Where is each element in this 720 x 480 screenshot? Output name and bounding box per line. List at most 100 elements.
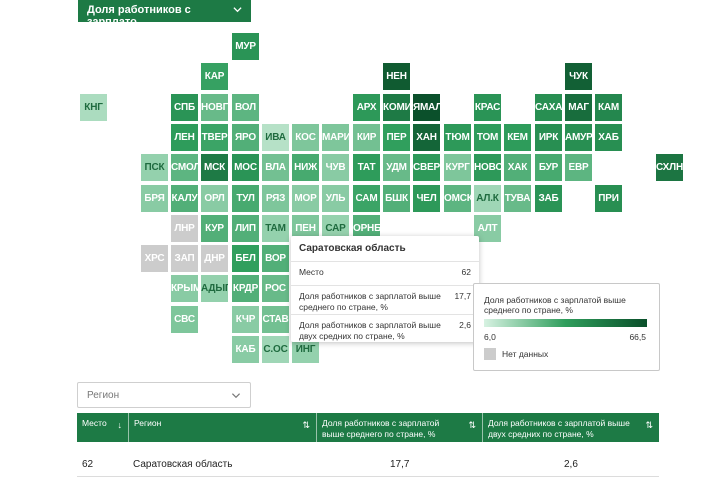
- region-tile[interactable]: МОС: [232, 154, 259, 181]
- region-tile[interactable]: БШК: [383, 185, 410, 212]
- region-tile[interactable]: МАГ: [565, 94, 592, 121]
- region-tile[interactable]: ВОЛ: [232, 94, 259, 121]
- region-tile[interactable]: ЕВР: [565, 154, 592, 181]
- region-tile[interactable]: ТАМ: [262, 215, 289, 242]
- region-tile[interactable]: БЕЛ: [232, 245, 259, 272]
- region-tile[interactable]: ТАТ: [353, 154, 380, 181]
- region-tile[interactable]: КАБ: [232, 336, 259, 363]
- region-tile[interactable]: КАМ: [595, 94, 622, 121]
- region-tile[interactable]: МУР: [232, 33, 259, 60]
- region-tile[interactable]: АДЫГ: [201, 275, 228, 302]
- legend-min: 6,0: [484, 332, 496, 342]
- region-tile[interactable]: С.ОС: [262, 336, 289, 363]
- region-tile[interactable]: НОВО: [474, 154, 501, 181]
- region-tile[interactable]: ТУЛ: [232, 185, 259, 212]
- region-tile[interactable]: КУРГ: [444, 154, 471, 181]
- region-tile[interactable]: ВЛА: [262, 154, 289, 181]
- region-tile[interactable]: ТЮМ: [444, 124, 471, 151]
- region-tile[interactable]: ИВА: [262, 124, 289, 151]
- region-tile[interactable]: КАР: [201, 63, 228, 90]
- region-tile[interactable]: КАЛУ: [171, 185, 198, 212]
- no-data-swatch: [484, 348, 496, 360]
- region-tile[interactable]: ОМСК: [444, 185, 471, 212]
- region-tile[interactable]: ХАК: [504, 154, 531, 181]
- region-tile[interactable]: МОР: [292, 185, 319, 212]
- region-tile[interactable]: СМОЛ: [171, 154, 198, 181]
- region-tile[interactable]: МСК: [201, 154, 228, 181]
- region-tile[interactable]: ЯМАЛ: [413, 94, 440, 121]
- region-tile[interactable]: ТУВА: [504, 185, 531, 212]
- tooltip-label: Место: [299, 267, 324, 277]
- region-tile[interactable]: КЕМ: [504, 124, 531, 151]
- tooltip-title: Саратовская область: [299, 243, 406, 254]
- region-tile[interactable]: ЯРО: [232, 124, 259, 151]
- region-tile[interactable]: УДМ: [383, 154, 410, 181]
- metric-dropdown-label: Доля работников с зарплато...: [87, 4, 191, 28]
- region-tile[interactable]: ВОР: [262, 245, 289, 272]
- region-select-placeholder: Регион: [87, 390, 120, 401]
- region-tile[interactable]: КРДР: [232, 275, 259, 302]
- region-tile[interactable]: СПБ: [171, 94, 198, 121]
- region-tile[interactable]: КОМИ: [383, 94, 410, 121]
- region-tile[interactable]: ПЕР: [383, 124, 410, 151]
- region-tile[interactable]: ИРК: [535, 124, 562, 151]
- region-tile[interactable]: ПСК: [141, 154, 168, 181]
- chevron-down-icon: [233, 7, 242, 13]
- region-tile[interactable]: АРХ: [353, 94, 380, 121]
- region-tile[interactable]: ХАБ: [595, 124, 622, 151]
- region-select[interactable]: Регион: [77, 382, 251, 408]
- region-tile[interactable]: ТВЕР: [201, 124, 228, 151]
- region-tile[interactable]: КЧР: [232, 306, 259, 333]
- region-tile[interactable]: КУР: [201, 215, 228, 242]
- region-tile[interactable]: КРЫМ: [171, 275, 198, 302]
- region-tile[interactable]: САМ: [353, 185, 380, 212]
- region-tile[interactable]: КРАС: [474, 94, 501, 121]
- region-tile[interactable]: ЛНР: [171, 215, 198, 242]
- region-tile[interactable]: КНГ: [80, 94, 107, 121]
- cell-region: Саратовская область: [133, 459, 233, 470]
- tooltip-row-share-two-avg: Доля работников с зарплатой выше двух ср…: [291, 314, 479, 342]
- column-header-share-avg[interactable]: Доля работников с зарплатой выше среднег…: [316, 413, 482, 442]
- chevron-down-icon: [231, 393, 241, 399]
- region-tile[interactable]: АЛ.К: [474, 185, 501, 212]
- region-tile[interactable]: ПРИ: [595, 185, 622, 212]
- region-tile[interactable]: ХАН: [413, 124, 440, 151]
- region-tile[interactable]: НИЖ: [292, 154, 319, 181]
- region-tile[interactable]: ЗАБ: [535, 185, 562, 212]
- region-tile[interactable]: ОРЛ: [201, 185, 228, 212]
- region-tile[interactable]: СВЕР: [413, 154, 440, 181]
- sort-icon: ⇅: [468, 420, 476, 430]
- region-tile[interactable]: ЗАП: [171, 245, 198, 272]
- metric-dropdown[interactable]: Доля работников с зарплато...: [78, 0, 251, 28]
- region-tile[interactable]: НЕН: [383, 63, 410, 90]
- region-tile[interactable]: МАРИ: [322, 124, 349, 151]
- column-header-region[interactable]: Регион ⇅: [128, 413, 316, 442]
- table-row[interactable]: 62 Саратовская область 17,7 2,6: [77, 452, 659, 477]
- region-tile[interactable]: СВС: [171, 306, 198, 333]
- region-tile[interactable]: СХЛН: [656, 154, 683, 181]
- region-tile[interactable]: ЧУК: [565, 63, 592, 90]
- region-tile[interactable]: НОВГ: [201, 94, 228, 121]
- region-tile[interactable]: ЛЕН: [171, 124, 198, 151]
- region-tile[interactable]: БРЯ: [141, 185, 168, 212]
- region-tile[interactable]: РОС: [262, 275, 289, 302]
- region-tile[interactable]: ЧУВ: [322, 154, 349, 181]
- region-tile[interactable]: АМУР: [565, 124, 592, 151]
- region-tile[interactable]: ЧЕЛ: [413, 185, 440, 212]
- region-tile[interactable]: СТАВ: [262, 306, 289, 333]
- region-tile[interactable]: САХА: [535, 94, 562, 121]
- cell-share-two-avg: 2,6: [564, 459, 578, 470]
- region-tile[interactable]: УЛЬ: [322, 185, 349, 212]
- region-tile[interactable]: ТОМ: [474, 124, 501, 151]
- region-tile[interactable]: РЯЗ: [262, 185, 289, 212]
- column-header-place[interactable]: Место ↓: [77, 413, 128, 442]
- sort-icon: ⇅: [645, 420, 653, 430]
- region-tile[interactable]: КИР: [353, 124, 380, 151]
- region-tooltip: Саратовская область Место 62 Доля работн…: [291, 236, 479, 342]
- region-tile[interactable]: ХРС: [141, 245, 168, 272]
- column-header-share-two-avg[interactable]: Доля работников с зарплатой выше двух ср…: [482, 413, 659, 442]
- region-tile[interactable]: КОС: [292, 124, 319, 151]
- region-tile[interactable]: БУР: [535, 154, 562, 181]
- region-tile[interactable]: ДНР: [201, 245, 228, 272]
- region-tile[interactable]: ЛИП: [232, 215, 259, 242]
